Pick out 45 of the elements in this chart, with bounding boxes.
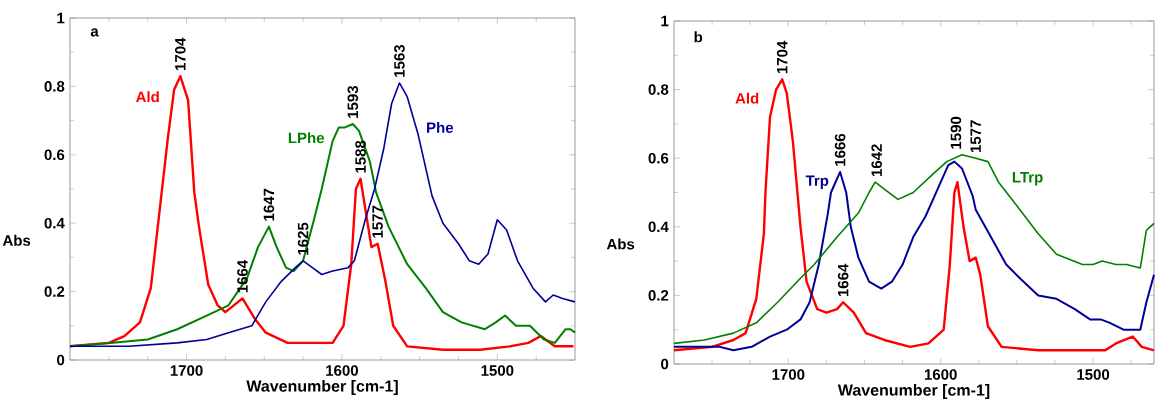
annotation: 1625 [297,222,309,255]
x-tick-label: 1600 [326,365,358,376]
annotation: 1642 [871,144,882,177]
y-tick-label: 0.8 [44,81,65,92]
series-label: LPhe [288,132,325,144]
annotation: 1588 [355,140,366,173]
y-tick-label: 0.4 [44,217,65,229]
x-tick-label: 1500 [481,365,514,376]
annotation: 1704 [175,37,186,70]
annotation: 1664 [237,259,248,293]
annotation: 1704 [776,40,788,74]
annotation: 1563 [394,44,405,77]
annotation: 1590 [950,116,962,149]
y-tick-label: 0 [661,358,669,370]
y-tick-label: 0.6 [44,149,65,161]
y-tick-label: 1 [57,12,65,24]
series-label: Trp [805,175,829,189]
x-tick-label: 1600 [924,369,957,380]
y-tick-label: 0.6 [648,152,669,164]
x-axis-title: Wavenumber [cm-1] [246,380,398,395]
series-label: Ald [735,92,759,104]
annotation: a [90,28,99,37]
series-label: Phe [427,121,454,133]
annotation: b [694,31,703,43]
annotation: 1577 [970,120,981,153]
annotation: 1593 [347,86,359,118]
annotation: 1647 [263,188,275,221]
y-tick-label: 1 [661,15,669,27]
y-tick-label: 0.2 [648,290,669,301]
x-tick-label: 1700 [170,365,203,376]
x-tick-label: 1700 [772,369,805,380]
series-label: Ald [135,91,159,103]
y-axis-title: Abs [606,238,635,250]
y-tick-label: 0.4 [648,221,669,233]
series-label: LTrp [1012,172,1043,186]
y-tick-label: 0.8 [648,84,669,95]
annotation: 1577 [372,205,383,238]
annotation: 1666 [834,133,846,166]
line-series [69,123,576,348]
x-tick-label: 1500 [1077,369,1110,380]
y-tick-label: 0 [57,354,65,366]
y-tick-label: 0.2 [44,286,65,297]
x-axis-title: Wavenumber [cm-1] [837,384,990,399]
y-axis-title: Abs [2,234,31,246]
annotation: 1664 [837,263,849,297]
